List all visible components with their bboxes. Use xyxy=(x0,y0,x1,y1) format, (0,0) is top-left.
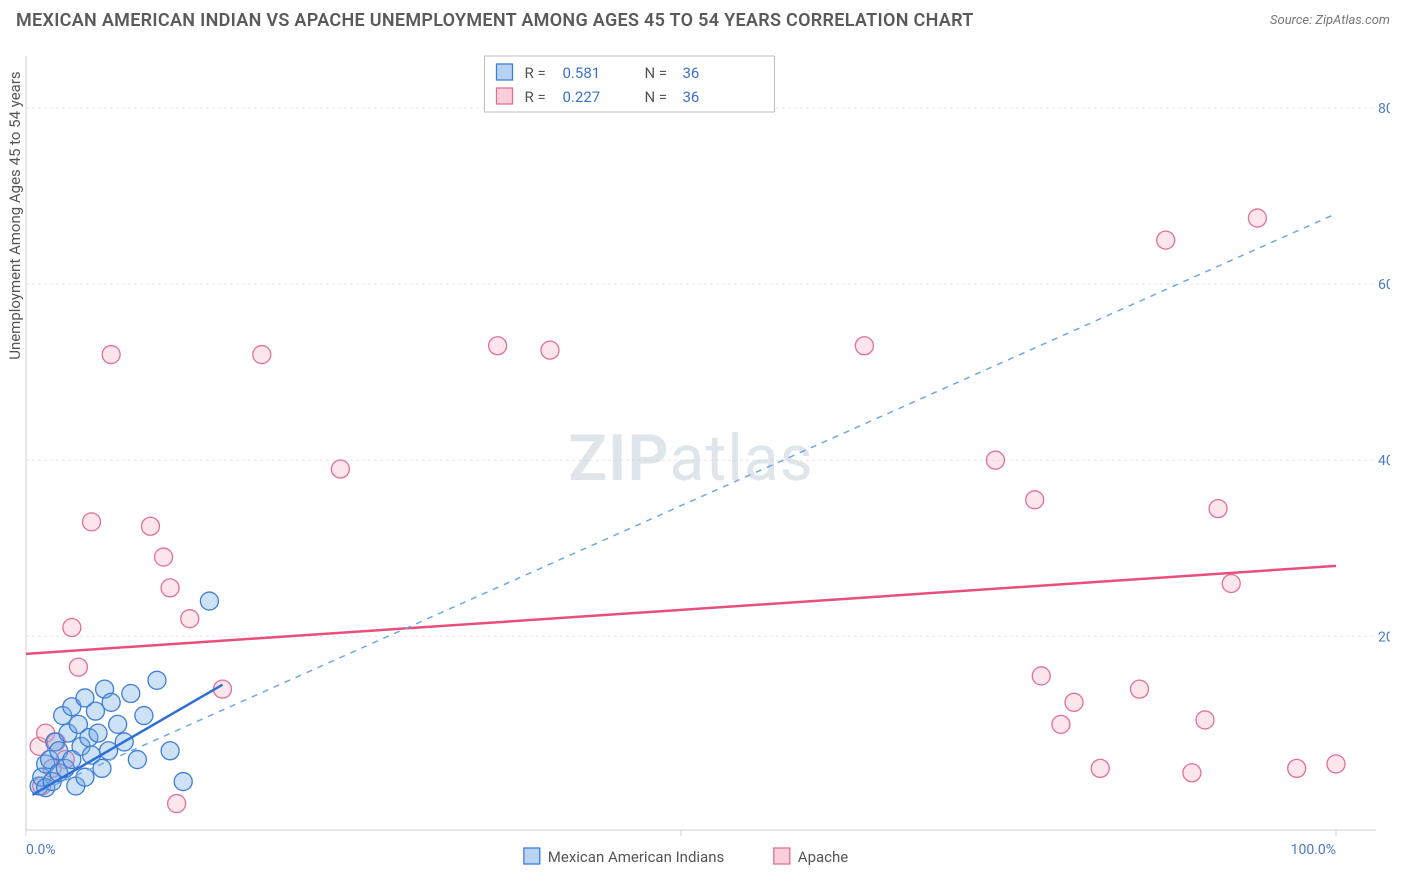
y-tick-label: 60.0% xyxy=(1378,277,1390,293)
data-point-mexican-american-indian xyxy=(102,693,120,711)
data-point-apache xyxy=(1248,209,1266,227)
data-point-apache xyxy=(1065,693,1083,711)
data-point-mexican-american-indian xyxy=(109,715,127,733)
data-point-apache xyxy=(489,337,507,355)
data-point-mexican-american-indian xyxy=(200,592,218,610)
stats-swatch-blue xyxy=(497,64,513,80)
x-tick-label: 100.0% xyxy=(1291,842,1336,858)
data-point-mexican-american-indian xyxy=(161,742,179,760)
data-point-apache xyxy=(1209,500,1227,518)
data-point-apache xyxy=(1222,574,1240,592)
data-point-mexican-american-indian xyxy=(86,702,104,720)
legend-label-pink: Apache xyxy=(798,848,848,866)
data-point-mexican-american-indian xyxy=(89,724,107,742)
stats-n-value: 36 xyxy=(683,64,700,82)
chart-header: MEXICAN AMERICAN INDIAN VS APACHE UNEMPL… xyxy=(0,0,1406,37)
chart-area: Unemployment Among Ages 45 to 54 years 2… xyxy=(16,50,1390,876)
data-point-apache xyxy=(102,346,120,364)
stats-n-value: 36 xyxy=(683,88,700,106)
legend-label-blue: Mexican American Indians xyxy=(548,848,724,866)
data-point-apache xyxy=(63,618,81,636)
data-point-apache xyxy=(1091,759,1109,777)
data-point-apache xyxy=(69,658,87,676)
y-axis-label: Unemployment Among Ages 45 to 54 years xyxy=(6,72,24,360)
stats-n-label: N = xyxy=(645,64,668,82)
chart-source: Source: ZipAtlas.com xyxy=(1270,13,1390,28)
data-point-apache xyxy=(331,460,349,478)
trend-line-extrapolated xyxy=(33,214,1336,795)
data-point-apache xyxy=(1288,759,1306,777)
y-tick-label: 80.0% xyxy=(1378,101,1390,117)
chart-title: MEXICAN AMERICAN INDIAN VS APACHE UNEMPL… xyxy=(16,10,974,31)
data-point-mexican-american-indian xyxy=(128,751,146,769)
data-point-apache xyxy=(1026,491,1044,509)
scatter-plot: 20.0% 40.0% 60.0% 80.0% 0.0% 100.0% ZIPatlas R … xyxy=(16,50,1390,876)
data-point-apache xyxy=(83,513,101,531)
stats-n-label: N = xyxy=(645,88,668,106)
data-point-apache xyxy=(155,548,173,566)
x-tick-label: 0.0% xyxy=(26,842,56,858)
data-point-apache xyxy=(1052,715,1070,733)
data-point-mexican-american-indian xyxy=(135,707,153,725)
y-tick-label: 20.0% xyxy=(1378,629,1390,645)
data-point-apache xyxy=(168,795,186,813)
data-point-apache xyxy=(1032,667,1050,685)
data-point-apache xyxy=(253,346,271,364)
stats-swatch-pink xyxy=(497,88,513,104)
data-point-apache xyxy=(1196,711,1214,729)
y-tick-label: 40.0% xyxy=(1378,453,1390,469)
data-point-apache xyxy=(986,451,1004,469)
data-point-mexican-american-indian xyxy=(174,773,192,791)
data-point-apache xyxy=(141,517,159,535)
data-point-apache xyxy=(1183,764,1201,782)
data-point-apache xyxy=(1131,680,1149,698)
stats-r-value: 0.227 xyxy=(563,88,601,106)
data-point-apache xyxy=(1157,231,1175,249)
watermark: ZIPatlas xyxy=(568,421,813,496)
trend-line-apache xyxy=(26,566,1336,654)
data-point-mexican-american-indian xyxy=(148,671,166,689)
data-point-mexican-american-indian xyxy=(93,759,111,777)
stats-r-label: R = xyxy=(525,64,546,82)
data-point-apache xyxy=(161,579,179,597)
data-point-mexican-american-indian xyxy=(76,768,94,786)
data-point-apache xyxy=(1327,755,1345,773)
legend-swatch-pink xyxy=(774,848,790,864)
stats-r-label: R = xyxy=(525,88,546,106)
stats-r-value: 0.581 xyxy=(563,64,601,82)
data-point-apache xyxy=(181,610,199,628)
data-point-apache xyxy=(855,337,873,355)
data-point-mexican-american-indian xyxy=(122,685,140,703)
data-point-apache xyxy=(541,341,559,359)
legend-swatch-blue xyxy=(524,848,540,864)
